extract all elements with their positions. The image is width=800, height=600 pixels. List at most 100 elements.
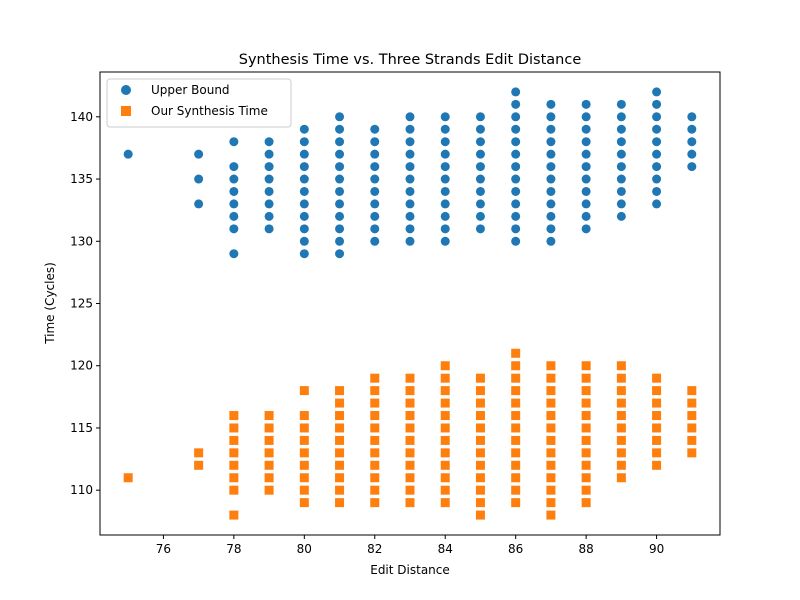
upper-bound-point [616,124,626,134]
upper-bound-point [370,124,380,134]
upper-bound-point [264,174,274,184]
upper-bound-point [440,174,450,184]
upper-bound-point [652,162,662,172]
upper-bound-point [229,211,239,221]
synthesis-time-point [229,510,239,520]
upper-bound-point [652,149,662,159]
upper-bound-point [123,149,133,159]
synthesis-time-point [264,448,274,458]
synthesis-time-point [581,473,591,483]
upper-bound-point [229,137,239,147]
synthesis-time-point [229,485,239,495]
legend-label-upper-bound: Upper Bound [151,83,230,97]
upper-bound-point [581,112,591,122]
synthesis-time-point [335,485,345,495]
synthesis-time-point [687,386,697,396]
synthesis-time-point [335,435,345,445]
synthesis-time-point [405,411,415,421]
synthesis-time-point [475,510,485,520]
upper-bound-point [335,174,345,184]
upper-bound-point [370,149,380,159]
upper-bound-point [546,124,556,134]
synthesis-time-point [440,448,450,458]
synthesis-time-point [687,423,697,433]
upper-bound-point [616,174,626,184]
upper-bound-point [299,162,309,172]
synthesis-time-point [335,460,345,470]
synthesis-time-point [299,423,309,433]
synthesis-time-point [335,411,345,421]
chart-title: Synthesis Time vs. Three Strands Edit Di… [239,52,582,68]
upper-bound-point [652,186,662,196]
upper-bound-point [264,149,274,159]
synthesis-time-point [335,423,345,433]
upper-bound-point [616,112,626,122]
synthesis-time-point [475,435,485,445]
synthesis-time-point [440,498,450,508]
upper-bound-point [370,236,380,246]
upper-bound-point [335,199,345,209]
y-axis: 110 115 120 125 130 135 140 [70,110,100,497]
upper-bound-point [581,199,591,209]
synthesis-time-point [511,485,521,495]
upper-bound-point [616,149,626,159]
upper-bound-point [229,224,239,234]
synthesis-time-point [652,373,662,383]
upper-bound-point [440,124,450,134]
synthesis-time-point [229,423,239,433]
upper-bound-point [229,174,239,184]
upper-bound-point [264,224,274,234]
synthesis-time-point [264,411,274,421]
legend-label-synthesis-time: Our Synthesis Time [151,104,268,118]
synthesis-time-point [616,386,626,396]
synthesis-time-point [405,498,415,508]
x-tick-label: 88 [578,542,593,556]
x-axis: 76 78 80 82 84 86 88 90 [156,535,664,556]
upper-bound-point [511,199,521,209]
synthesis-time-point [335,386,345,396]
synthesis-time-point [405,448,415,458]
synthesis-time-point [335,448,345,458]
synthesis-time-point [652,448,662,458]
upper-bound-point [475,199,485,209]
upper-bound-point [264,137,274,147]
synthesis-time-point [405,473,415,483]
plot-points [123,87,697,520]
synthesis-time-point [264,435,274,445]
synthesis-time-point [299,498,309,508]
synthesis-time-point [475,373,485,383]
legend-marker-synthesis-time [121,106,131,116]
upper-bound-point [511,174,521,184]
upper-bound-point [546,112,556,122]
upper-bound-point [546,174,556,184]
upper-bound-point [511,99,521,109]
upper-bound-point [335,211,345,221]
synthesis-time-point [299,386,309,396]
synthesis-time-point [687,411,697,421]
synthesis-time-point [511,348,521,358]
upper-bound-point [616,199,626,209]
synthesis-time-point [440,435,450,445]
upper-bound-point [405,137,415,147]
upper-bound-point [229,186,239,196]
synthesis-time-point [511,473,521,483]
x-tick-label: 78 [226,542,241,556]
upper-bound-point [581,186,591,196]
upper-bound-point [405,162,415,172]
synthesis-time-point [546,411,556,421]
synthesis-time-point [511,361,521,371]
upper-bound-point [475,162,485,172]
synthesis-time-point [652,423,662,433]
synthesis-time-point [687,448,697,458]
upper-bound-point [405,211,415,221]
synthesis-time-point [616,473,626,483]
synthesis-time-point [616,373,626,383]
synthesis-time-point [616,411,626,421]
upper-bound-point [511,186,521,196]
upper-bound-point [405,224,415,234]
upper-bound-point [370,174,380,184]
synthesis-time-point [229,435,239,445]
synthesis-time-point [370,473,380,483]
upper-bound-point [546,99,556,109]
upper-bound-point [229,199,239,209]
